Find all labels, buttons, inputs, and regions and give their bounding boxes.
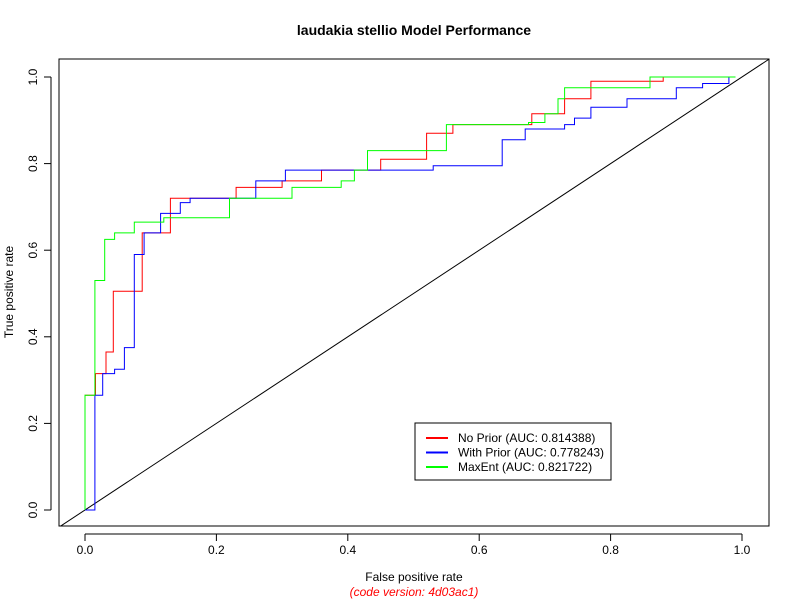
legend: No Prior (AUC: 0.814388)With Prior (AUC:… xyxy=(414,422,612,481)
plot-area xyxy=(59,59,769,526)
plot-box xyxy=(58,58,770,527)
y-tick-label: 0.0 xyxy=(26,501,40,518)
x-tick-label: 1.0 xyxy=(734,543,751,557)
y-tick-label: 1.0 xyxy=(26,68,40,85)
legend-label: With Prior (AUC: 0.778243) xyxy=(458,446,604,460)
x-tick-label: 0.0 xyxy=(77,543,94,557)
code-version-note: (code version: 4d03ac1) xyxy=(350,585,479,599)
roc-curve-series-3 xyxy=(84,76,736,510)
roc-curve-series-2 xyxy=(85,76,736,511)
x-axis-label: False positive rate xyxy=(365,570,463,584)
reference-diagonal-line xyxy=(59,59,769,526)
roc-curve-series-1 xyxy=(84,76,736,510)
legend-label: MaxEnt (AUC: 0.821722) xyxy=(458,460,592,474)
x-tick-label: 0.6 xyxy=(471,543,488,557)
x-tick-label: 0.8 xyxy=(602,543,619,557)
y-tick-label: 0.4 xyxy=(26,328,40,345)
x-tick-label: 0.4 xyxy=(339,543,356,557)
y-tick-label: 0.6 xyxy=(26,242,40,259)
y-tick-label: 0.2 xyxy=(26,415,40,432)
y-axis: 0.0 0.2 0.4 0.6 0.8 1.0 xyxy=(26,68,52,518)
chart-title: laudakia stellio Model Performance xyxy=(297,22,531,38)
x-tick-label: 0.2 xyxy=(208,543,225,557)
y-axis-label: True positive rate xyxy=(2,246,16,339)
x-axis: 0.0 0.2 0.4 0.6 0.8 1.0 xyxy=(77,533,751,557)
legend-label: No Prior (AUC: 0.814388) xyxy=(458,431,595,445)
y-tick-label: 0.8 xyxy=(26,155,40,172)
